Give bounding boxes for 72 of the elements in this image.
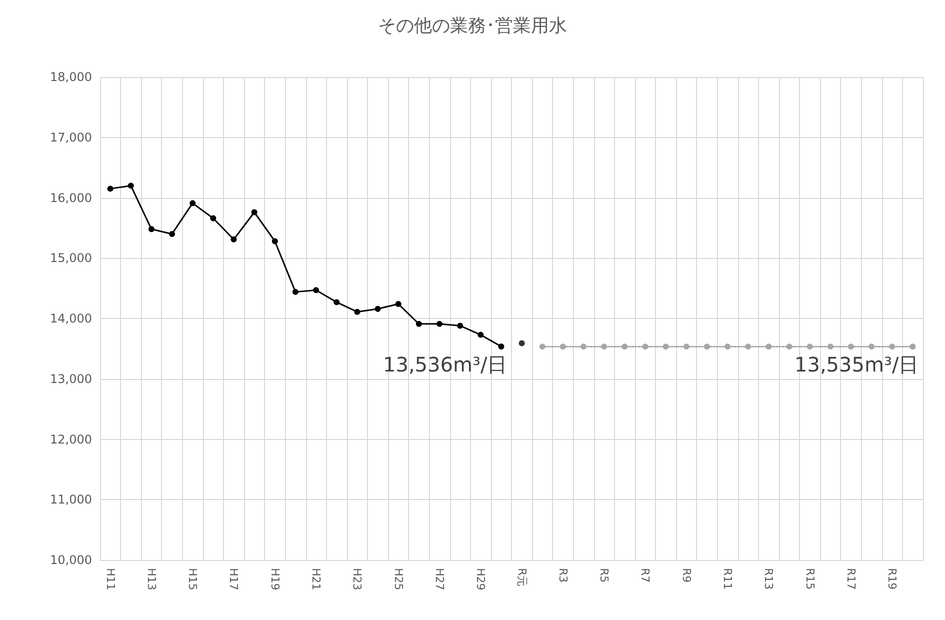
x-tick-label: H13 — [144, 568, 158, 590]
point — [683, 344, 690, 350]
x-tick-label: R7 — [638, 568, 652, 583]
y-tick-label: 15,000 — [50, 251, 92, 266]
x-tick-label: H11 — [104, 568, 117, 590]
point — [169, 230, 176, 237]
x-tick-label: H29 — [474, 568, 488, 590]
point — [622, 344, 628, 350]
point — [190, 200, 196, 206]
point — [704, 344, 710, 350]
point — [848, 344, 854, 350]
point — [601, 344, 608, 350]
chart-title: その他の業務･営業用水 — [378, 16, 567, 36]
y-tick-label: 10,000 — [50, 553, 92, 567]
point — [334, 299, 340, 306]
x-tick-label: R5 — [598, 568, 611, 583]
y-tick-label: 11,000 — [50, 492, 92, 507]
point — [662, 344, 669, 350]
x-tick-label: R11 — [721, 568, 734, 590]
point — [148, 226, 154, 232]
x-tick-label: R3 — [556, 568, 570, 583]
point — [806, 344, 813, 350]
x-tick-label: H17 — [227, 568, 240, 590]
x-tick-label: H23 — [350, 568, 364, 590]
point — [498, 344, 504, 350]
point — [292, 288, 298, 295]
y-tick-label: 12,000 — [50, 432, 92, 446]
y-tick-label: 18,000 — [50, 70, 92, 84]
x-tick-label: H19 — [268, 568, 282, 590]
point — [230, 236, 237, 242]
point — [889, 344, 896, 350]
x-tick-label: R元 — [515, 568, 528, 587]
x-tick-label: R15 — [803, 568, 816, 590]
point — [436, 320, 442, 327]
point — [868, 344, 875, 350]
point — [580, 344, 587, 350]
y-tick-label: 14,000 — [50, 312, 92, 326]
point — [745, 344, 752, 350]
x-tick-label: R19 — [886, 568, 899, 590]
point — [766, 344, 772, 350]
point — [395, 301, 402, 308]
point — [539, 344, 546, 350]
point — [272, 238, 278, 244]
x-tick-label: R13 — [762, 568, 776, 590]
point — [560, 344, 566, 350]
x-tick-label: R17 — [844, 568, 858, 590]
x-tick-label: H27 — [432, 568, 446, 590]
point — [313, 287, 320, 294]
point — [724, 344, 731, 350]
x-tick-label: H15 — [186, 568, 200, 590]
point — [786, 344, 792, 350]
annotation: 13,535m³/日 — [794, 352, 919, 377]
y-tick-label: 13,000 — [50, 372, 92, 386]
point — [210, 215, 216, 222]
point — [128, 182, 134, 189]
point — [374, 306, 381, 312]
point — [827, 344, 834, 350]
x-tick-label: H21 — [310, 568, 323, 590]
point — [457, 322, 464, 329]
point — [478, 332, 484, 338]
point — [416, 320, 422, 327]
point — [354, 308, 360, 315]
annotation: 13,536m³/日 — [382, 352, 508, 377]
point — [642, 344, 648, 350]
point — [107, 186, 114, 192]
point — [910, 344, 916, 350]
point — [251, 209, 258, 216]
point — [518, 340, 525, 346]
y-tick-label: 17,000 — [50, 130, 92, 144]
y-tick-label: 16,000 — [50, 190, 92, 205]
x-tick-label: H25 — [392, 568, 405, 590]
x-tick-label: R9 — [680, 568, 693, 583]
